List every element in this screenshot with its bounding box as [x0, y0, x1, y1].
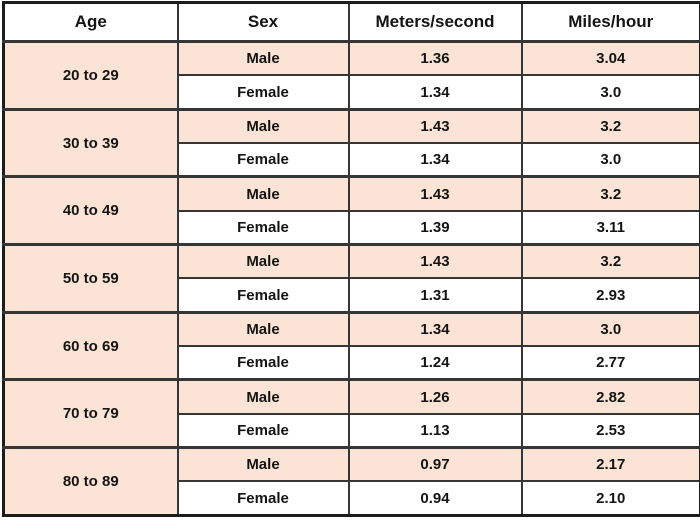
sex-cell: Male [176, 40, 350, 77]
miles-per-hour-cell: 2.77 [520, 345, 700, 381]
header-row: Age Sex Meters/second Miles/hour [2, 1, 700, 43]
header-age: Age [2, 1, 179, 43]
age-group-cell: 60 to 69 [2, 310, 179, 381]
meters-per-second-cell: 1.26 [347, 378, 523, 415]
meters-per-second-cell: 1.24 [347, 345, 523, 381]
sex-cell: Male [176, 243, 350, 280]
sex-cell: Female [176, 210, 350, 246]
meters-per-second-cell: 0.97 [347, 446, 523, 483]
sex-cell: Female [176, 142, 350, 178]
miles-per-hour-cell: 3.04 [520, 40, 700, 77]
header-miles-per-hour: Miles/hour [520, 1, 700, 43]
table-row: 70 to 79 Male 1.26 2.82 [2, 378, 700, 449]
miles-per-hour-cell: 2.93 [520, 277, 700, 314]
sex-cell: Female [176, 345, 350, 381]
table-row: 40 to 49 Male 1.43 3.2 [2, 175, 700, 246]
table-row: Female 0.94 2.10 [4, 480, 700, 517]
miles-per-hour-cell: 3.2 [520, 243, 700, 280]
meters-per-second-cell: 1.13 [347, 413, 523, 449]
header-meters-per-second: Meters/second [347, 1, 523, 43]
miles-per-hour-cell: 3.11 [520, 210, 700, 246]
miles-per-hour-cell: 3.0 [520, 142, 700, 178]
table-row: Female 1.34 3.0 [4, 74, 700, 111]
meters-per-second-cell: 1.34 [347, 142, 523, 178]
sex-cell: Female [176, 480, 350, 517]
table-row: 80 to 89 Male 0.97 2.17 [2, 446, 700, 517]
walking-speed-table: Age Sex Meters/second Miles/hour 20 to 2… [2, 1, 700, 517]
table-row: 60 to 69 Male 1.34 3.0 [2, 310, 700, 381]
miles-per-hour-cell: 3.2 [520, 107, 700, 145]
table-row: Female 1.39 3.11 [4, 210, 700, 246]
miles-per-hour-cell: 2.82 [520, 378, 700, 415]
age-group-cell: 70 to 79 [2, 378, 179, 449]
sex-cell: Male [176, 378, 350, 415]
table-row: 50 to 59 Male 1.43 3.2 [2, 243, 700, 314]
miles-per-hour-cell: 2.17 [520, 446, 700, 483]
meters-per-second-cell: 1.31 [347, 277, 523, 314]
meters-per-second-cell: 1.39 [347, 210, 523, 246]
meters-per-second-cell: 1.36 [347, 40, 523, 77]
table-row: 30 to 39 Male 1.43 3.2 [2, 107, 700, 178]
sex-cell: Male [176, 107, 350, 145]
meters-per-second-cell: 1.34 [347, 74, 523, 111]
sex-cell: Female [176, 277, 350, 314]
miles-per-hour-cell: 3.0 [520, 310, 700, 348]
age-group-cell: 80 to 89 [2, 446, 179, 517]
table-row: Female 1.31 2.93 [4, 277, 700, 314]
sex-cell: Female [176, 74, 350, 111]
table-row: 20 to 29 Male 1.36 3.04 [2, 40, 700, 111]
table-row: Female 1.13 2.53 [4, 413, 700, 449]
miles-per-hour-cell: 2.10 [520, 480, 700, 517]
sex-cell: Male [176, 446, 350, 483]
meters-per-second-cell: 1.43 [347, 175, 523, 212]
age-group-cell: 50 to 59 [2, 243, 179, 314]
sex-cell: Female [176, 413, 350, 449]
meters-per-second-cell: 0.94 [347, 480, 523, 517]
table-row: Female 1.34 3.0 [4, 142, 700, 178]
header-sex: Sex [176, 1, 350, 43]
sex-cell: Male [176, 310, 350, 348]
meters-per-second-cell: 1.43 [347, 243, 523, 280]
table-row: Female 1.24 2.77 [4, 345, 700, 381]
meters-per-second-cell: 1.43 [347, 107, 523, 145]
miles-per-hour-cell: 3.0 [520, 74, 700, 111]
meters-per-second-cell: 1.34 [347, 310, 523, 348]
miles-per-hour-cell: 2.53 [520, 413, 700, 449]
sex-cell: Male [176, 175, 350, 212]
miles-per-hour-cell: 3.2 [520, 175, 700, 212]
age-group-cell: 20 to 29 [2, 40, 179, 111]
age-group-cell: 30 to 39 [2, 107, 179, 178]
age-group-cell: 40 to 49 [2, 175, 179, 246]
